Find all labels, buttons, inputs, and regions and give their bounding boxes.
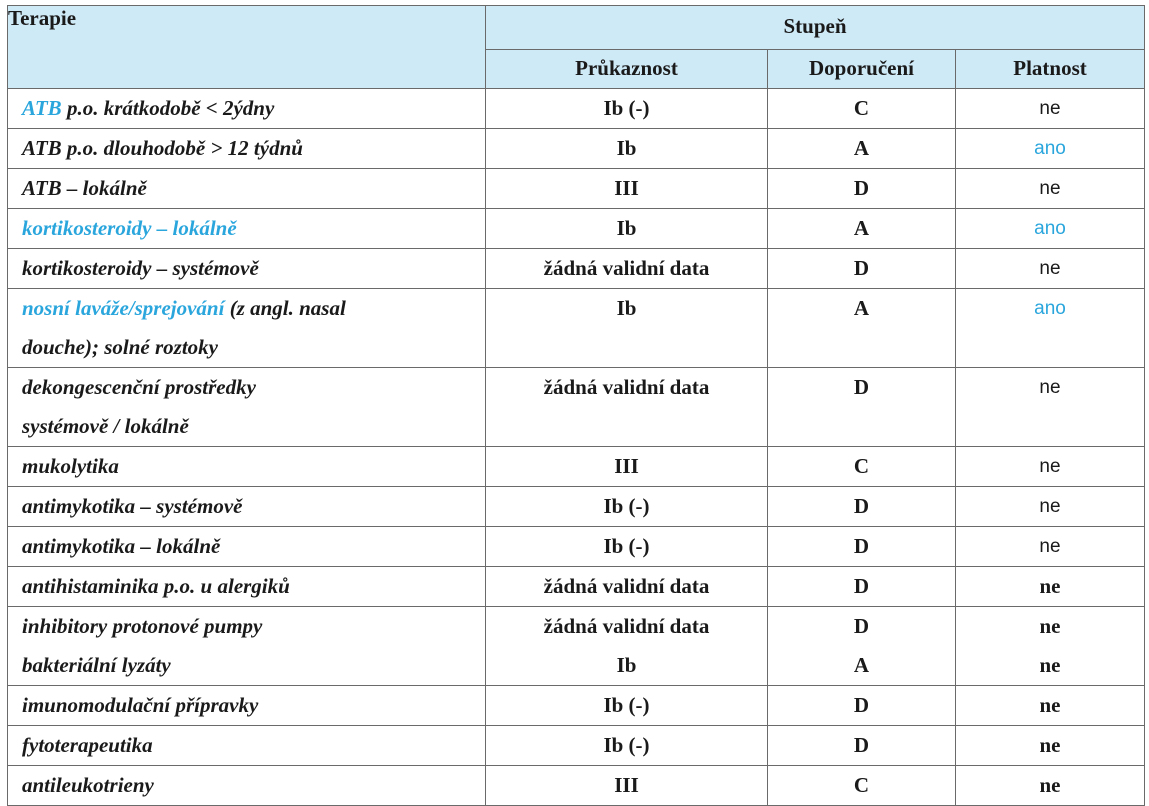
validity-cell: ne ne xyxy=(955,606,1145,686)
recommendation-cell: C xyxy=(767,446,956,487)
validity-cell: ano xyxy=(955,128,1145,169)
evidence-text: žádná validní data xyxy=(543,614,710,638)
therapy-cell: antihistaminika p.o. u alergiků xyxy=(7,566,486,607)
evidence-cell: Ib xyxy=(485,128,768,169)
therapy-text: (z angl. nasal xyxy=(224,296,346,320)
evidence-text-line2: Ib xyxy=(616,653,637,677)
therapy-cell: antimykotika – systémově xyxy=(7,486,486,527)
therapy-text-line2: douche); solné roztoky xyxy=(22,335,218,359)
table-row: kortikosteroidy – lokálně Ib A ano xyxy=(7,208,1145,249)
validity-cell: ne xyxy=(955,446,1145,487)
recommendation-text-line2: A xyxy=(853,653,870,677)
evidence-cell: Ib (-) xyxy=(485,685,768,726)
header-prukaznost: Průkaznost xyxy=(485,49,768,89)
table-row: mukolytika III C ne xyxy=(7,446,1145,487)
table-row: imunomodulační přípravky Ib (-) D ne xyxy=(7,685,1145,726)
validity-cell: ne xyxy=(955,685,1145,726)
recommendation-cell: A xyxy=(767,288,956,368)
therapy-text-line2: systémově / lokálně xyxy=(22,414,189,438)
table-row: inhibitory protonové pumpy bakteriální ly… xyxy=(7,606,1145,686)
table-row: antihistaminika p.o. u alergiků žádná va… xyxy=(7,566,1145,607)
therapy-highlight: nosní laváže/sprejování xyxy=(22,296,225,320)
recommendation-text: D xyxy=(853,614,870,638)
validity-cell: ne xyxy=(955,88,1145,129)
table-row: fytoterapeutika Ib (-) D ne xyxy=(7,725,1145,766)
recommendation-cell: D xyxy=(767,486,956,527)
therapy-cell: ATB – lokálně xyxy=(7,168,486,209)
therapy-cell: fytoterapeutika xyxy=(7,725,486,766)
validity-cell: ne xyxy=(955,168,1145,209)
evidence-cell: Ib xyxy=(485,208,768,249)
validity-cell: ano xyxy=(955,208,1145,249)
therapy-cell: dekongescenční prostředky systémově / lok… xyxy=(7,367,486,447)
table-row: kortikosteroidy – systémově žádná validn… xyxy=(7,248,1145,289)
therapy-cell: kortikosteroidy – lokálně xyxy=(7,208,486,249)
evidence-cell: III xyxy=(485,446,768,487)
evidence-cell: žádná validní data xyxy=(485,367,768,447)
therapy-table: Terapie Stupeň Průkaznost Doporučení Pla… xyxy=(7,5,1145,806)
recommendation-cell: A xyxy=(767,128,956,169)
table-row: antileukotrieny III C ne xyxy=(7,765,1145,806)
recommendation-cell: C xyxy=(767,765,956,806)
recommendation-cell: D xyxy=(767,367,956,447)
recommendation-cell: C xyxy=(767,88,956,129)
therapy-text-line2: bakteriální lyzáty xyxy=(22,653,171,677)
header-stupen: Stupeň xyxy=(485,5,1145,50)
therapy-cell: mukolytika xyxy=(7,446,486,487)
validity-cell: ano xyxy=(955,288,1145,368)
table-row: ATB p.o. krátkodobě < 2ýdny Ib (-) C ne xyxy=(7,88,1145,129)
validity-cell: ne xyxy=(955,526,1145,567)
recommendation-cell: D xyxy=(767,168,956,209)
validity-cell: ne xyxy=(955,367,1145,447)
validity-text: ne xyxy=(1039,614,1061,638)
evidence-cell: Ib (-) xyxy=(485,88,768,129)
table-row: dekongescenční prostředky systémově / lok… xyxy=(7,367,1145,447)
header-doporuceni: Doporučení xyxy=(767,49,956,89)
recommendation-cell: D xyxy=(767,725,956,766)
recommendation-cell: D xyxy=(767,248,956,289)
table-row: antimykotika – lokálně Ib (-) D ne xyxy=(7,526,1145,567)
evidence-cell: Ib (-) xyxy=(485,725,768,766)
therapy-cell: nosní laváže/sprejování (z angl. nasal do… xyxy=(7,288,486,368)
evidence-cell: Ib (-) xyxy=(485,486,768,527)
therapy-text: dekongescenční prostředky xyxy=(22,375,256,399)
therapy-cell: ATB p.o. krátkodobě < 2ýdny xyxy=(7,88,486,129)
therapy-text: p.o. krátkodobě < 2ýdny xyxy=(61,96,275,120)
therapy-cell: antimykotika – lokálně xyxy=(7,526,486,567)
table-row: antimykotika – systémově Ib (-) D ne xyxy=(7,486,1145,527)
evidence-cell: Ib xyxy=(485,288,768,368)
evidence-cell: žádná validní data xyxy=(485,566,768,607)
evidence-cell: III xyxy=(485,765,768,806)
therapy-cell: antileukotrieny xyxy=(7,765,486,806)
therapy-highlight: ATB xyxy=(22,96,62,120)
evidence-cell: žádná validní data Ib xyxy=(485,606,768,686)
therapy-cell: kortikosteroidy – systémově xyxy=(7,248,486,289)
table-row: ATB p.o. dlouhodobě > 12 týdnů Ib A ano xyxy=(7,128,1145,169)
therapy-cell: ATB p.o. dlouhodobě > 12 týdnů xyxy=(7,128,486,169)
evidence-cell: Ib (-) xyxy=(485,526,768,567)
recommendation-cell: A xyxy=(767,208,956,249)
table-row: nosní laváže/sprejování (z angl. nasal do… xyxy=(7,288,1145,368)
recommendation-cell: D xyxy=(767,566,956,607)
validity-cell: ne xyxy=(955,248,1145,289)
recommendation-cell: D xyxy=(767,526,956,567)
evidence-cell: žádná validní data xyxy=(485,248,768,289)
table-row: ATB – lokálně III D ne xyxy=(7,168,1145,209)
recommendation-cell: D xyxy=(767,685,956,726)
validity-text-line2: ne xyxy=(1039,653,1061,677)
header-platnost: Platnost xyxy=(955,49,1145,89)
validity-cell: ne xyxy=(955,566,1145,607)
therapy-text: inhibitory protonové pumpy xyxy=(22,614,263,638)
evidence-cell: III xyxy=(485,168,768,209)
therapy-cell: imunomodulační přípravky xyxy=(7,685,486,726)
header-terapie: Terapie xyxy=(7,5,486,89)
validity-cell: ne xyxy=(955,486,1145,527)
therapy-cell: inhibitory protonové pumpy bakteriální ly… xyxy=(7,606,486,686)
validity-cell: ne xyxy=(955,725,1145,766)
